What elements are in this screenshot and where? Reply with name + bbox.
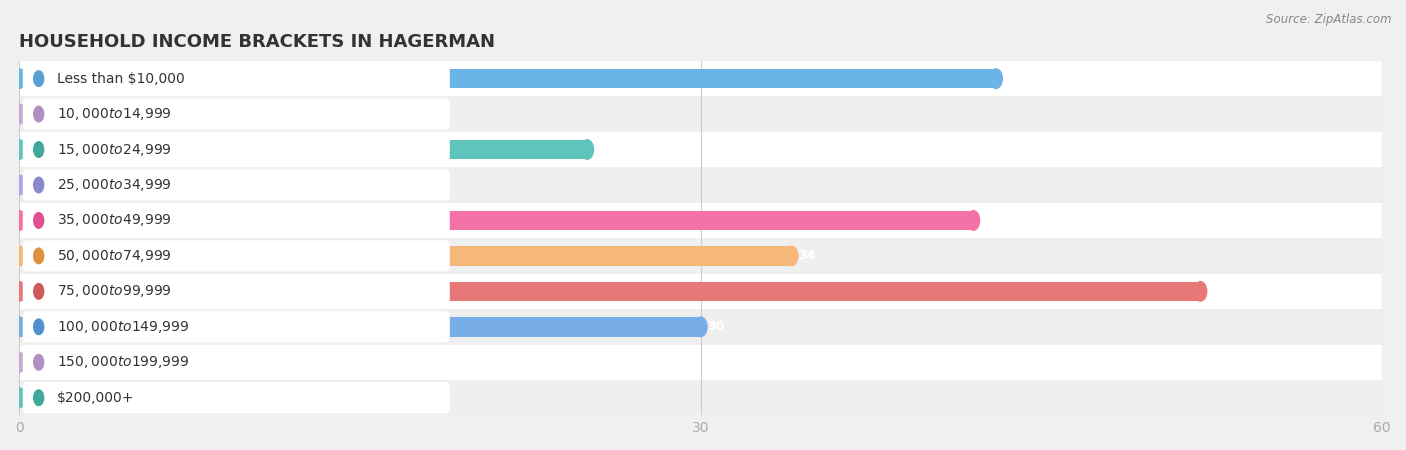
Text: 4: 4	[124, 108, 132, 121]
FancyBboxPatch shape	[22, 99, 450, 130]
Circle shape	[34, 177, 44, 193]
Bar	[20, 317, 700, 337]
Circle shape	[240, 175, 253, 195]
Text: HOUSEHOLD INCOME BRACKETS IN HAGERMAN: HOUSEHOLD INCOME BRACKETS IN HAGERMAN	[20, 33, 495, 51]
Text: Less than $10,000: Less than $10,000	[56, 72, 184, 86]
Bar	[20, 96, 1382, 132]
Circle shape	[581, 140, 593, 159]
Circle shape	[34, 106, 44, 122]
FancyBboxPatch shape	[22, 240, 450, 271]
Circle shape	[34, 71, 44, 86]
Circle shape	[35, 352, 48, 372]
Bar	[20, 345, 1382, 380]
FancyBboxPatch shape	[22, 170, 450, 201]
Bar	[20, 282, 1201, 301]
Circle shape	[34, 213, 44, 228]
FancyBboxPatch shape	[22, 311, 450, 342]
Text: 52: 52	[1208, 285, 1225, 298]
Circle shape	[13, 104, 25, 124]
Bar	[20, 61, 1382, 96]
Circle shape	[13, 140, 25, 159]
Text: 7: 7	[193, 391, 201, 404]
Bar	[20, 140, 588, 159]
Bar	[20, 238, 1382, 274]
Circle shape	[967, 211, 980, 230]
FancyBboxPatch shape	[22, 134, 450, 165]
Bar	[20, 388, 179, 407]
Text: $75,000 to $99,999: $75,000 to $99,999	[56, 284, 172, 299]
Circle shape	[13, 282, 25, 301]
Circle shape	[695, 317, 707, 337]
Text: 43: 43	[1002, 72, 1021, 85]
Text: $150,000 to $199,999: $150,000 to $199,999	[56, 354, 190, 370]
Text: $25,000 to $34,999: $25,000 to $34,999	[56, 177, 172, 193]
Circle shape	[13, 388, 25, 407]
Bar	[20, 104, 110, 124]
Circle shape	[34, 248, 44, 264]
Circle shape	[990, 69, 1002, 88]
Bar	[20, 309, 1382, 345]
Circle shape	[34, 390, 44, 405]
Text: 30: 30	[707, 320, 725, 333]
Circle shape	[13, 317, 25, 337]
Circle shape	[104, 104, 117, 124]
Text: $100,000 to $149,999: $100,000 to $149,999	[56, 319, 190, 335]
Text: 42: 42	[980, 214, 998, 227]
Text: $50,000 to $74,999: $50,000 to $74,999	[56, 248, 172, 264]
Text: 25: 25	[593, 143, 612, 156]
Circle shape	[13, 352, 25, 372]
Circle shape	[13, 69, 25, 88]
Circle shape	[13, 246, 25, 266]
Circle shape	[34, 142, 44, 158]
Bar	[20, 202, 1382, 238]
Text: 1: 1	[56, 356, 65, 369]
Bar	[20, 274, 1382, 309]
FancyBboxPatch shape	[22, 276, 450, 307]
Circle shape	[34, 319, 44, 335]
FancyBboxPatch shape	[22, 63, 450, 94]
Bar	[20, 132, 1382, 167]
Text: 34: 34	[799, 249, 815, 262]
Circle shape	[13, 211, 25, 230]
Text: $35,000 to $49,999: $35,000 to $49,999	[56, 212, 172, 229]
FancyBboxPatch shape	[22, 382, 450, 413]
Text: 10: 10	[260, 179, 277, 192]
Text: $15,000 to $24,999: $15,000 to $24,999	[56, 142, 172, 158]
Bar	[20, 352, 42, 372]
Circle shape	[13, 175, 25, 195]
Text: $200,000+: $200,000+	[56, 391, 134, 405]
Bar	[20, 69, 995, 88]
Circle shape	[786, 246, 797, 266]
Bar	[20, 246, 792, 266]
Bar	[20, 175, 246, 195]
Circle shape	[34, 284, 44, 299]
Bar	[20, 380, 1382, 415]
Circle shape	[1194, 282, 1206, 301]
Text: $10,000 to $14,999: $10,000 to $14,999	[56, 106, 172, 122]
FancyBboxPatch shape	[22, 205, 450, 236]
Circle shape	[34, 355, 44, 370]
Text: Source: ZipAtlas.com: Source: ZipAtlas.com	[1267, 14, 1392, 27]
Circle shape	[172, 388, 184, 407]
Bar	[20, 167, 1382, 202]
FancyBboxPatch shape	[22, 346, 450, 378]
Bar	[20, 211, 973, 230]
